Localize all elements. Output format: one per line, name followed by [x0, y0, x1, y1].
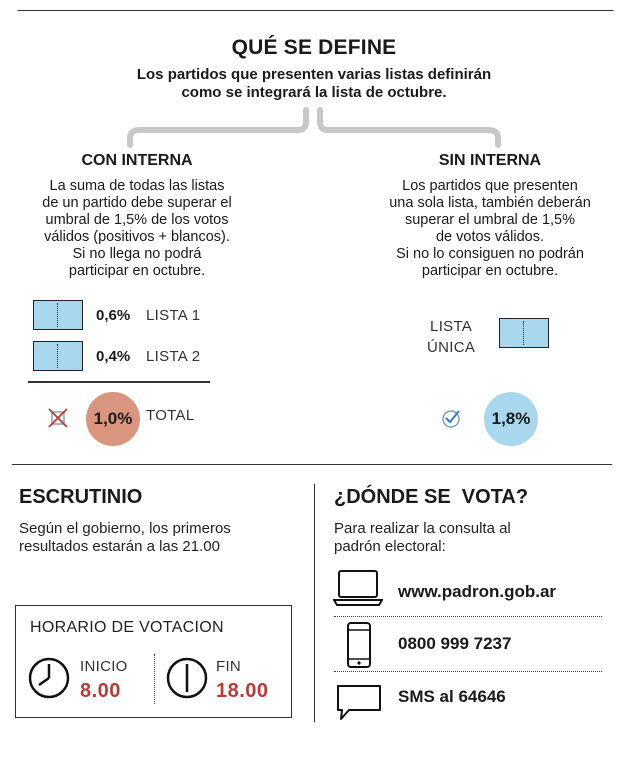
- total-fail-circle: 1,0%: [86, 392, 140, 446]
- text-line: superar el umbral de 1,5%: [404, 212, 576, 228]
- chat-bubble-icon: [337, 685, 381, 720]
- horario-divider: [154, 654, 155, 704]
- text-line: Si no lo consiguen no podrán: [396, 246, 584, 262]
- text-line: Si no llega no podrá: [72, 246, 202, 262]
- lista-2-pct: 0,4%: [96, 348, 131, 365]
- phone-number[interactable]: 0800 999 7237: [398, 634, 512, 653]
- text-line: participar en octubre.: [68, 263, 206, 279]
- padron-link[interactable]: www.padron.gob.ar: [398, 582, 557, 601]
- section-title: QUÉ SE DEFINE: [231, 36, 397, 59]
- escrutinio-title: ESCRUTINIO: [19, 486, 143, 508]
- lista-1-label: LISTA 1: [146, 307, 201, 324]
- donde-text: Para realizar la consulta al padrón elec…: [334, 520, 511, 556]
- lista-unica-label: LISTA ÚNICA: [427, 316, 475, 358]
- subtitle-line: como se integrará la lista de octubre.: [181, 84, 447, 101]
- text-line: válidos (positivos + blancos).: [44, 229, 230, 245]
- inicio-time: 8.00: [80, 680, 121, 702]
- text-line: umbral de 1,5% de los votos: [45, 212, 229, 228]
- horario-box: [15, 605, 292, 718]
- horario-title: HORARIO DE VOTACION: [30, 619, 224, 636]
- label-line: LISTA: [430, 318, 473, 335]
- fail-icon: [48, 408, 68, 428]
- text-line: padrón electoral:: [334, 538, 446, 555]
- sin-interna-text: Los partidos que presenten una sola list…: [370, 178, 610, 280]
- contact-divider: [334, 671, 602, 672]
- text-line: resultados estarán a las 21.00: [19, 538, 220, 555]
- check-icon: [442, 410, 460, 428]
- subtitle-line: Los partidos que presenten varias listas…: [136, 66, 492, 83]
- ballot-icon: [499, 318, 549, 348]
- text-line: Para realizar la consulta al: [334, 520, 511, 537]
- fin-label: FIN: [216, 658, 242, 675]
- brace-connector: [127, 107, 501, 148]
- inicio-label: INICIO: [80, 658, 128, 675]
- con-interna-title: CON INTERNA: [81, 152, 193, 169]
- sin-interna-title: SIN INTERNA: [438, 152, 542, 169]
- fin-time: 18.00: [216, 680, 269, 702]
- text-line: una sola lista, también deberán: [389, 195, 591, 211]
- text-line: de un partido debe superar el: [42, 195, 232, 211]
- ballot-icon: [33, 300, 83, 330]
- lista-1-pct: 0,6%: [96, 307, 131, 324]
- donde-title: ¿DÓNDE SE VOTA?: [334, 486, 529, 508]
- contact-divider: [334, 616, 602, 617]
- top-divider: [18, 10, 613, 11]
- sum-divider: [28, 381, 210, 383]
- escrutinio-text: Según el gobierno, los primeros resultad…: [19, 520, 231, 556]
- total-pass-circle: 1,8%: [484, 392, 538, 446]
- label-line: ÚNICA: [427, 339, 476, 356]
- clock-icon: [28, 657, 70, 699]
- text-line: de votos válidos.: [435, 229, 544, 245]
- text-line: Según el gobierno, los primeros: [19, 520, 231, 537]
- text-line: Los partidos que presenten: [402, 178, 578, 194]
- column-divider: [314, 484, 315, 722]
- ballot-icon: [33, 341, 83, 371]
- text-line: La suma de todas las listas: [49, 178, 225, 194]
- text-line: participar en octubre.: [421, 263, 559, 279]
- sms-number[interactable]: SMS al 64646: [398, 687, 506, 706]
- lista-2-label: LISTA 2: [146, 348, 201, 365]
- laptop-icon: [333, 570, 383, 606]
- section-subtitle: Los partidos que presenten varias listas…: [0, 66, 628, 102]
- middle-divider: [12, 464, 612, 465]
- clock-icon: [166, 657, 208, 699]
- con-interna-text: La suma de todas las listas de un partid…: [12, 178, 262, 280]
- phone-icon: [347, 622, 371, 668]
- total-label: TOTAL: [146, 407, 195, 424]
